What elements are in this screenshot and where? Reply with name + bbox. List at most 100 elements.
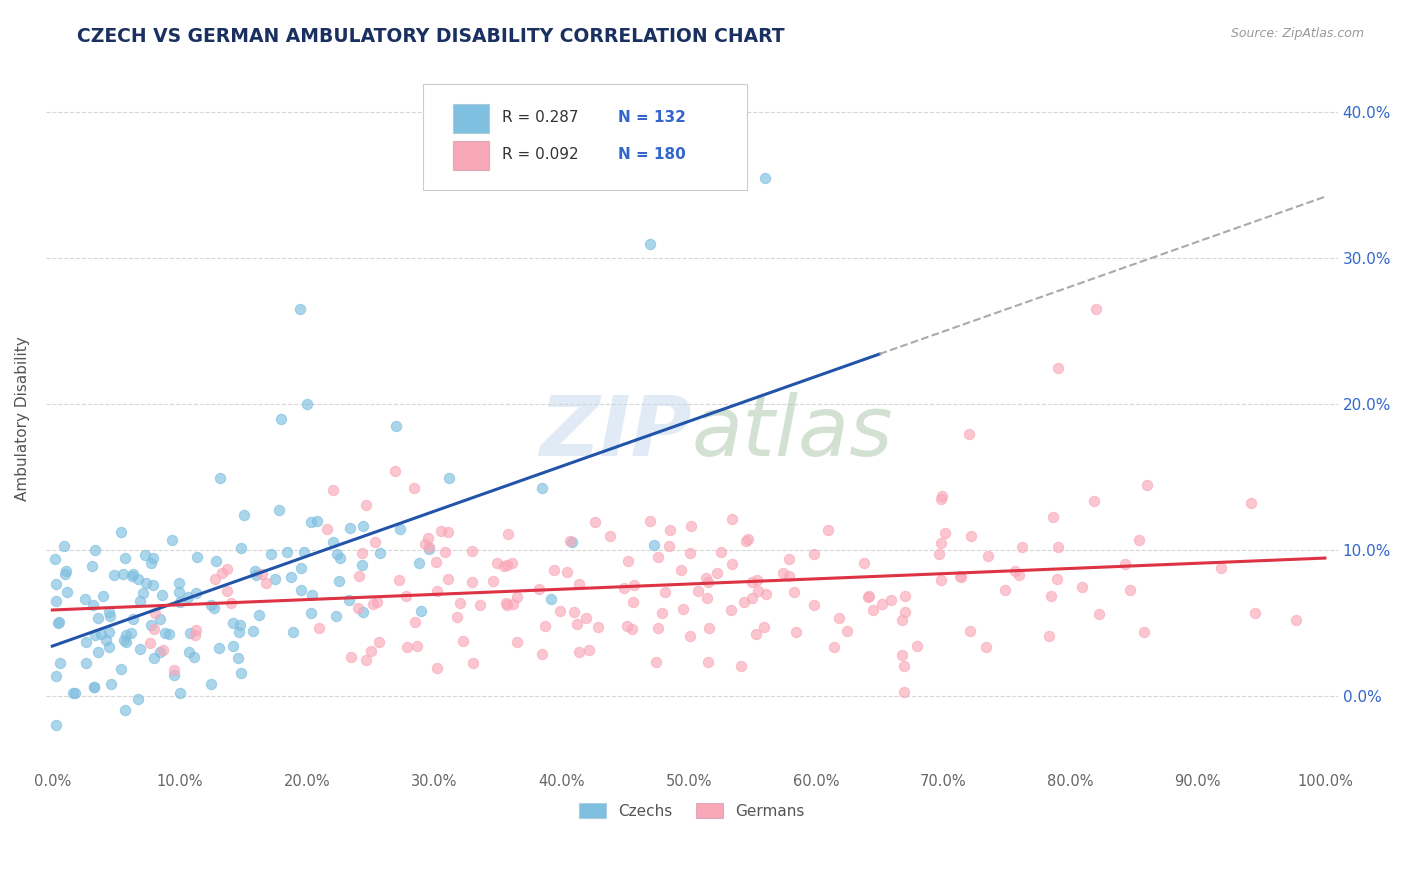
Point (1240, 496, 1263, 510)
Point (647, 550, 669, 565)
Point (720, 512, 742, 526)
Point (803, 598, 825, 612)
Point (558, 533, 581, 548)
Point (290, 561, 312, 575)
Point (647, 621, 669, 635)
Point (957, 426, 980, 441)
Point (853, 556, 876, 570)
Point (169, 686, 191, 700)
Point (103, 567, 125, 582)
Point (1047, 540, 1070, 554)
Point (654, 585, 676, 599)
Point (114, 703, 136, 717)
Point (772, 566, 794, 580)
Point (413, 536, 436, 550)
Point (94, 633, 117, 648)
Point (127, 692, 149, 706)
Point (184, 623, 207, 637)
Point (426, 661, 449, 675)
Point (157, 627, 180, 641)
Point (588, 620, 610, 634)
Point (741, 591, 763, 605)
Point (640, 236, 662, 251)
Point (328, 574, 350, 588)
Point (252, 567, 274, 582)
Point (120, 626, 142, 640)
Point (368, 546, 391, 560)
Point (1083, 494, 1105, 508)
Point (755, 587, 778, 601)
Point (534, 619, 557, 633)
Point (1038, 629, 1060, 643)
Point (354, 498, 377, 512)
Point (643, 538, 665, 552)
Text: CZECH VS GERMAN AMBULATORY DISABILITY CORRELATION CHART: CZECH VS GERMAN AMBULATORY DISABILITY CO… (77, 27, 785, 45)
Point (583, 515, 606, 529)
Point (418, 541, 440, 556)
Point (316, 522, 339, 536)
Point (1244, 606, 1267, 620)
Point (960, 528, 983, 542)
Point (290, 302, 312, 317)
Point (720, 557, 742, 571)
Point (87, 645, 110, 659)
Point (53, 567, 76, 582)
Text: atlas: atlas (692, 392, 893, 474)
Point (110, 524, 132, 539)
Point (1046, 572, 1069, 586)
Point (540, 592, 562, 607)
Point (502, 597, 524, 611)
Point (114, 632, 136, 647)
Point (45, 594, 67, 608)
Text: R = 0.287: R = 0.287 (502, 110, 578, 125)
Point (75, 635, 97, 649)
Point (183, 650, 205, 665)
Point (169, 584, 191, 599)
Point (49, 656, 72, 670)
Point (139, 617, 162, 632)
Point (98, 605, 121, 619)
Point (73, 592, 96, 607)
Point (430, 524, 453, 538)
Point (228, 624, 250, 639)
Point (686, 583, 709, 598)
Point (143, 650, 166, 665)
Point (734, 534, 756, 549)
Point (737, 532, 759, 546)
Point (339, 521, 361, 535)
Point (205, 554, 228, 568)
Point (745, 627, 768, 641)
Point (695, 570, 717, 584)
Point (778, 551, 800, 566)
Point (862, 603, 884, 617)
Point (132, 586, 155, 600)
Point (568, 645, 591, 659)
Point (221, 639, 243, 653)
Point (322, 535, 344, 549)
Point (449, 596, 471, 610)
Point (621, 595, 644, 609)
Point (672, 602, 695, 616)
Point (228, 650, 250, 665)
Point (142, 550, 165, 565)
Point (492, 558, 515, 573)
Point (45, 669, 67, 683)
Point (404, 615, 426, 629)
Point (247, 607, 270, 622)
Point (835, 624, 858, 638)
Point (200, 598, 222, 612)
Point (112, 566, 135, 581)
Point (929, 491, 952, 506)
Text: N = 132: N = 132 (619, 110, 686, 125)
Point (179, 626, 201, 640)
Point (893, 659, 915, 673)
Point (62, 686, 84, 700)
Point (83, 681, 105, 695)
Point (1285, 613, 1308, 627)
Bar (453, 103, 489, 133)
Point (100, 677, 122, 691)
Point (129, 594, 152, 608)
Point (461, 574, 484, 589)
Point (959, 624, 981, 638)
Point (219, 596, 242, 610)
